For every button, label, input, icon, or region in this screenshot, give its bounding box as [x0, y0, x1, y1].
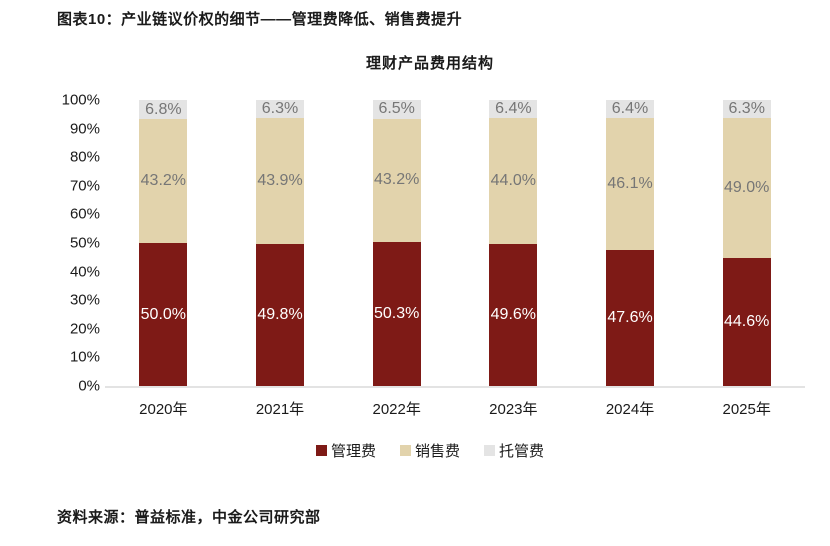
bar-slot: 44.6% 49.0% 6.3%	[688, 100, 805, 386]
stacked-bar: 50.3% 43.2% 6.5%	[372, 100, 421, 386]
bar-value-label: 43.2%	[140, 172, 187, 190]
legend-label-management-fee: 管理费	[330, 443, 376, 460]
legend-swatch-sales-fee	[399, 445, 411, 456]
bar-value-label: 49.8%	[257, 305, 303, 323]
bar-segment-sales-fee: 43.2%	[372, 118, 421, 243]
bar-value-label: 6.3%	[261, 100, 299, 118]
stacked-bar: 50.0% 43.2% 6.8%	[139, 100, 188, 386]
bar-segment-management-fee: 49.8%	[256, 243, 304, 386]
bar-value-label: 6.8%	[145, 100, 182, 118]
stacked-bar: 44.6% 49.0% 6.3%	[722, 100, 771, 386]
bar-segment-sales-fee: 44.0%	[489, 118, 538, 245]
bar-segment-custody-fee: 6.8%	[139, 100, 188, 120]
legend-item-management-fee: 管理费	[315, 440, 376, 461]
bar-slot: 47.6% 46.1% 6.4%	[572, 100, 689, 386]
legend: 管理费 销售费 托管费	[30, 440, 830, 461]
bar-segment-management-fee: 50.3%	[372, 242, 421, 386]
x-axis-label: 2025年	[722, 401, 771, 418]
y-axis-tick: 60%	[69, 205, 100, 223]
x-axis-label: 2022年	[372, 401, 421, 418]
y-axis-tick: 100%	[61, 91, 100, 109]
stacked-bar: 49.8% 43.9% 6.3%	[256, 100, 304, 386]
bar-slot: 49.8% 43.9% 6.3%	[222, 100, 339, 386]
y-axis-tick: 10%	[69, 348, 100, 366]
legend-swatch-management-fee	[315, 445, 327, 456]
bar-value-label: 50.0%	[140, 305, 187, 323]
exhibit-title: 图表10：产业链议价权的细节——管理费降低、销售费提升	[57, 11, 463, 28]
x-axis: 2020年 2021年 2022年 2023年 2024年 2025年	[105, 398, 805, 419]
bar-value-label: 6.3%	[728, 100, 765, 118]
legend-item-custody-fee: 托管费	[484, 440, 544, 461]
bar-segment-sales-fee: 43.9%	[256, 118, 304, 244]
bar-slot: 49.6% 44.0% 6.4%	[455, 100, 572, 386]
y-axis-tick: 0%	[78, 377, 100, 395]
y-axis-tick: 90%	[69, 120, 100, 138]
bar-segment-management-fee: 44.6%	[722, 258, 771, 386]
bar-value-label: 49.0%	[724, 179, 770, 197]
bar-value-label: 46.1%	[607, 175, 653, 193]
y-axis: 100% 90% 80% 70% 60% 50% 40% 30% 20% 10% 0%	[38, 93, 100, 394]
y-axis-tick: 30%	[69, 291, 100, 309]
bar-value-label: 6.4%	[611, 100, 649, 118]
source-note: 资料来源：普益标准，中金公司研究部	[57, 509, 321, 526]
bar-value-label: 50.3%	[373, 305, 420, 323]
bar-slot: 50.3% 43.2% 6.5%	[338, 100, 455, 386]
bar-value-label: 49.6%	[490, 306, 537, 324]
stacked-bar: 47.6% 46.1% 6.4%	[606, 100, 655, 386]
bar-segment-custody-fee: 6.3%	[722, 100, 771, 119]
y-axis-tick: 20%	[69, 320, 100, 338]
bar-segment-management-fee: 50.0%	[139, 243, 188, 386]
bar-segment-management-fee: 49.6%	[489, 244, 538, 386]
bar-value-label: 43.9%	[257, 171, 303, 189]
plot-area: 50.0% 43.2% 6.8% 49.8% 43.9% 6.3% 50.3% 43.2% 6.…	[105, 100, 805, 388]
legend-swatch-custody-fee	[484, 445, 495, 456]
bar-segment-custody-fee: 6.5%	[372, 100, 421, 119]
x-axis-label: 2020年	[139, 401, 188, 418]
bar-value-label: 6.4%	[495, 100, 532, 118]
bar-segment-management-fee: 47.6%	[606, 250, 655, 386]
bar-segment-sales-fee: 49.0%	[722, 118, 771, 259]
bar-segment-custody-fee: 6.4%	[606, 100, 655, 119]
bar-value-label: 6.5%	[378, 100, 415, 118]
legend-label-custody-fee: 托管费	[499, 443, 545, 460]
stacked-bar: 49.6% 44.0% 6.4%	[489, 100, 538, 386]
bar-segment-custody-fee: 6.4%	[489, 100, 538, 119]
bar-segment-sales-fee: 43.2%	[139, 119, 188, 243]
bar-segment-sales-fee: 46.1%	[606, 118, 655, 250]
y-axis-tick: 50%	[69, 234, 100, 252]
bar-value-label: 44.6%	[724, 313, 770, 331]
bar-slot: 50.0% 43.2% 6.8%	[105, 100, 222, 386]
bar-segment-custody-fee: 6.3%	[256, 100, 304, 119]
bar-value-label: 47.6%	[607, 309, 653, 326]
legend-item-sales-fee: 销售费	[399, 440, 460, 461]
x-axis-label: 2024年	[605, 401, 655, 418]
chart-title: 理财产品费用结构	[365, 55, 494, 72]
legend-label-sales-fee: 销售费	[414, 443, 460, 460]
y-axis-tick: 40%	[69, 263, 100, 281]
bar-value-label: 44.0%	[490, 172, 537, 190]
y-axis-tick: 80%	[69, 148, 100, 166]
x-axis-label: 2021年	[255, 401, 305, 418]
bar-value-label: 43.2%	[373, 171, 420, 189]
y-axis-tick: 70%	[69, 177, 100, 195]
x-axis-label: 2023年	[489, 401, 538, 418]
